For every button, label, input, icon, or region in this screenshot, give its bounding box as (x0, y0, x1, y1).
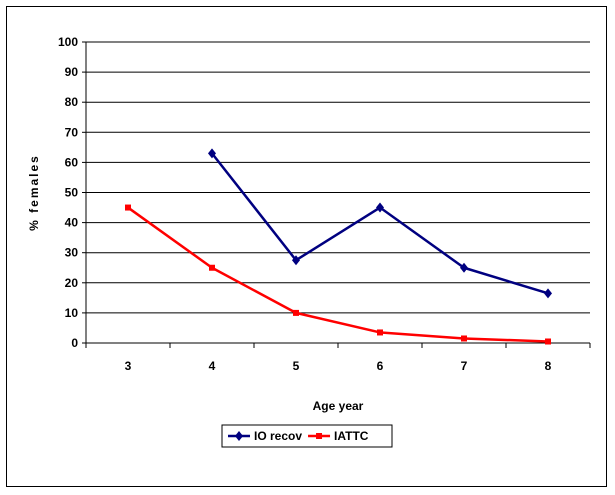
data-point (125, 204, 131, 211)
x-tick-label: 5 (293, 359, 300, 373)
legend-item: IO recov (228, 429, 302, 443)
data-point (545, 338, 551, 345)
data-point (544, 288, 552, 299)
legend-marker (235, 431, 243, 441)
y-tick-label: 0 (71, 336, 78, 350)
x-tick-label: 6 (377, 359, 384, 373)
y-tick-label: 30 (65, 246, 79, 260)
x-tick-label: 7 (461, 359, 468, 373)
legend-label: IO recov (254, 429, 302, 443)
legend: IO recov IATTC (221, 424, 393, 448)
y-tick-label: 90 (65, 65, 79, 79)
y-tick-label: 100 (58, 35, 78, 49)
legend-box (221, 424, 393, 448)
y-tick-label: 70 (65, 125, 79, 139)
series-iattc (125, 204, 551, 345)
legend-label: IATTC (334, 429, 369, 443)
y-tick-label: 40 (65, 216, 79, 230)
x-axis-title: Age year (313, 399, 364, 413)
y-axis-title: % females (27, 154, 41, 231)
series-line (127, 206, 549, 343)
x-tick-label: 4 (209, 359, 216, 373)
y-tick-label: 10 (65, 306, 79, 320)
series-lines (125, 148, 552, 345)
legend-marker (316, 433, 323, 439)
y-tick-label: 80 (65, 95, 79, 109)
data-point (293, 309, 299, 316)
data-point (376, 202, 384, 213)
data-point (292, 255, 300, 266)
y-tick-label: 20 (65, 276, 79, 290)
y-tick-label: 60 (65, 155, 79, 169)
x-tick-labels: 3 4 5 6 7 8 (125, 359, 552, 373)
y-tick-labels: 0 10 20 30 40 50 60 70 80 90 100 (58, 35, 78, 350)
chart-frame (6, 6, 607, 487)
data-point (460, 262, 468, 273)
data-point (377, 329, 383, 336)
data-point (209, 264, 215, 271)
data-point (461, 335, 467, 342)
y-tick-label: 50 (65, 186, 79, 200)
axes (82, 41, 591, 348)
series-line (211, 152, 549, 295)
series-io-recov (208, 148, 552, 299)
x-tick-label: 8 (545, 359, 552, 373)
grid-lines (86, 41, 590, 314)
x-tick-label: 3 (125, 359, 132, 373)
data-point (208, 148, 216, 159)
legend-item: IATTC (308, 429, 369, 443)
